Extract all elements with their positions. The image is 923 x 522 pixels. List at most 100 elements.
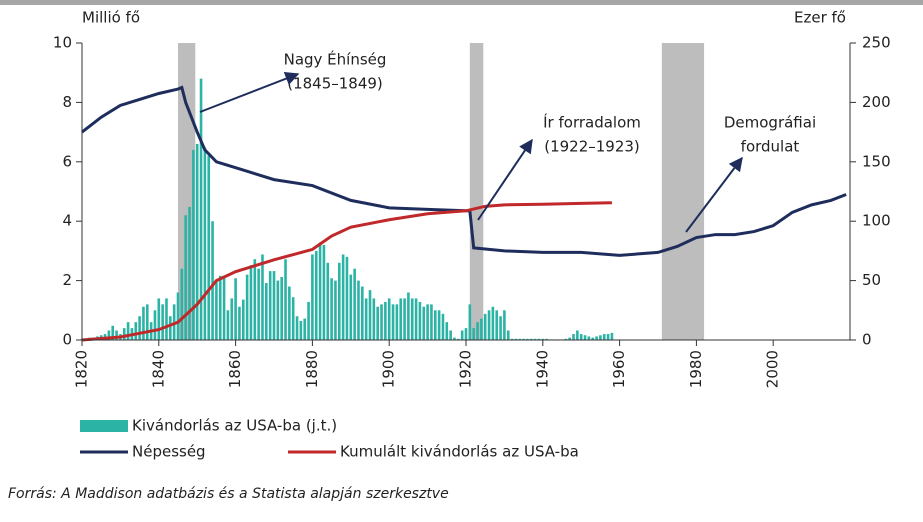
bar <box>284 259 287 340</box>
bar <box>457 338 460 340</box>
bar <box>387 298 391 340</box>
y2-tick-label: 250 <box>862 34 891 52</box>
x-tick-label: 1860 <box>226 350 244 388</box>
bar <box>299 320 303 340</box>
bar <box>529 338 533 340</box>
y2-tick-label: 0 <box>862 331 872 349</box>
bar <box>138 316 141 340</box>
bar <box>606 334 610 340</box>
bar <box>410 298 414 340</box>
bar <box>211 221 214 340</box>
bar <box>533 338 537 340</box>
y2-tick-label: 50 <box>862 271 881 289</box>
bar <box>599 335 602 340</box>
x-tick-label: 2000 <box>764 350 782 388</box>
bar <box>180 268 184 340</box>
bar <box>353 268 356 340</box>
annotation: Nagy Éhínség <box>284 50 387 69</box>
bar <box>526 338 529 340</box>
line <box>81 201 612 342</box>
bar <box>226 310 230 340</box>
x-tick-label: 1980 <box>687 350 705 388</box>
bar <box>230 298 234 340</box>
bar <box>372 298 376 340</box>
bar <box>326 262 330 340</box>
bar <box>122 328 126 340</box>
bar <box>295 316 299 340</box>
bar <box>234 278 237 340</box>
bar <box>265 282 268 340</box>
annotation: Demográfiai <box>724 114 816 132</box>
bar <box>249 265 253 340</box>
bar <box>384 301 387 340</box>
bar <box>199 78 203 340</box>
y2-tick-label: 200 <box>862 93 891 111</box>
bar <box>506 330 510 340</box>
bar <box>437 310 441 340</box>
bar <box>610 332 614 340</box>
bar <box>311 254 314 340</box>
bar <box>426 304 429 340</box>
bar <box>361 286 364 340</box>
bar <box>115 330 118 340</box>
bar <box>288 286 291 340</box>
annotation: (1845–1849) <box>287 75 383 93</box>
bar <box>291 297 295 340</box>
annotation: fordulat <box>741 138 800 156</box>
bar <box>514 338 518 340</box>
bar <box>357 280 360 340</box>
bar <box>537 338 541 340</box>
bar <box>483 313 487 340</box>
bar <box>280 277 283 340</box>
bar <box>322 244 326 340</box>
y-tick-label: 0 <box>62 331 72 349</box>
bar <box>218 275 222 340</box>
bar <box>207 155 211 340</box>
bar <box>241 299 245 340</box>
bar <box>261 254 264 340</box>
bar <box>238 306 241 340</box>
bar <box>349 274 353 340</box>
bar <box>314 250 318 340</box>
bar <box>222 275 226 340</box>
bar <box>449 330 452 340</box>
bar <box>276 280 280 340</box>
legend-label: Kivándorlás az USA-ba (j.t.) <box>132 417 337 435</box>
y-tick-label: 8 <box>62 93 72 111</box>
legend-label: Kumulált kivándorlás az USA-ba <box>340 443 579 461</box>
bar <box>472 328 475 340</box>
bar <box>572 334 575 340</box>
bar <box>399 298 403 340</box>
bar <box>395 304 399 340</box>
bar <box>518 338 522 340</box>
bar <box>414 298 418 340</box>
bar <box>107 330 111 340</box>
bar <box>203 147 207 340</box>
annotation: (1922–1923) <box>544 138 640 156</box>
bar <box>376 306 379 340</box>
bar <box>145 304 149 340</box>
y-tick-label: 4 <box>62 212 72 230</box>
bar <box>422 306 426 340</box>
bar <box>476 322 479 340</box>
shaded-period <box>661 43 705 340</box>
shaded-period <box>469 43 484 340</box>
bar <box>468 304 472 340</box>
annotation: Ír forradalom <box>543 113 641 132</box>
bar <box>257 268 260 340</box>
bar <box>510 338 514 340</box>
x-tick-label: 1840 <box>149 350 167 388</box>
legend-label: Népesség <box>132 443 206 461</box>
bar <box>245 274 249 340</box>
bar <box>126 322 130 340</box>
bar <box>153 310 157 340</box>
bar <box>334 280 337 340</box>
bar <box>195 143 199 340</box>
bar <box>303 318 307 340</box>
bar <box>445 322 449 340</box>
bar <box>499 316 502 340</box>
y2-tick-label: 150 <box>862 152 891 170</box>
bar <box>368 290 372 340</box>
bar <box>453 337 456 340</box>
